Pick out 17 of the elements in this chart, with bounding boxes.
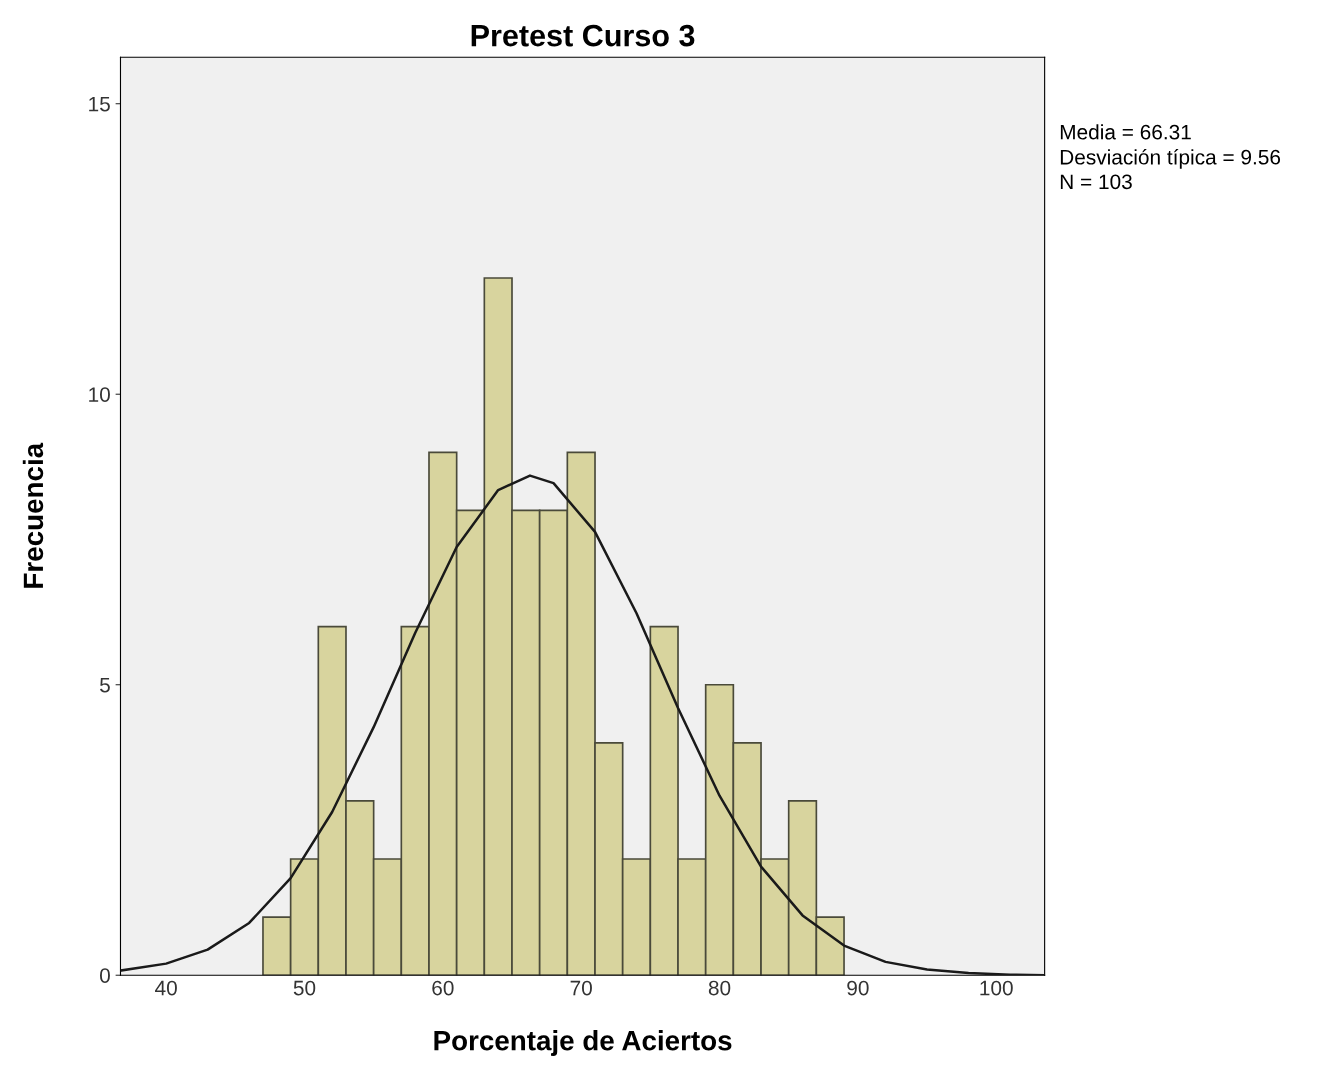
x-tick-label: 80 [708, 980, 731, 996]
x-tick-label: 60 [432, 980, 454, 996]
chart-title: Pretest Curso 3 [471, 24, 695, 47]
y-axis-title: Frecuencia [22, 442, 44, 588]
x-tick-label: 90 [847, 980, 869, 996]
x-tick-label: 100 [980, 980, 1013, 996]
text: N = 103 [1060, 174, 1132, 190]
x-axis-title: Porcentaje de Aciertos [434, 1030, 732, 1056]
y-tick-label: 5 [100, 677, 110, 693]
x-tick-label: 40 [155, 980, 177, 996]
y-tick-label: 10 [89, 387, 110, 402]
x-tick-label: 50 [293, 980, 316, 996]
y-tick-label: 15 [89, 96, 110, 112]
x-tick-label: 70 [570, 980, 592, 996]
y-tick-label: 0 [99, 968, 110, 983]
text: Desviación típica = 9.56 [1060, 149, 1281, 169]
text: Media = 66.31 [1060, 124, 1191, 140]
